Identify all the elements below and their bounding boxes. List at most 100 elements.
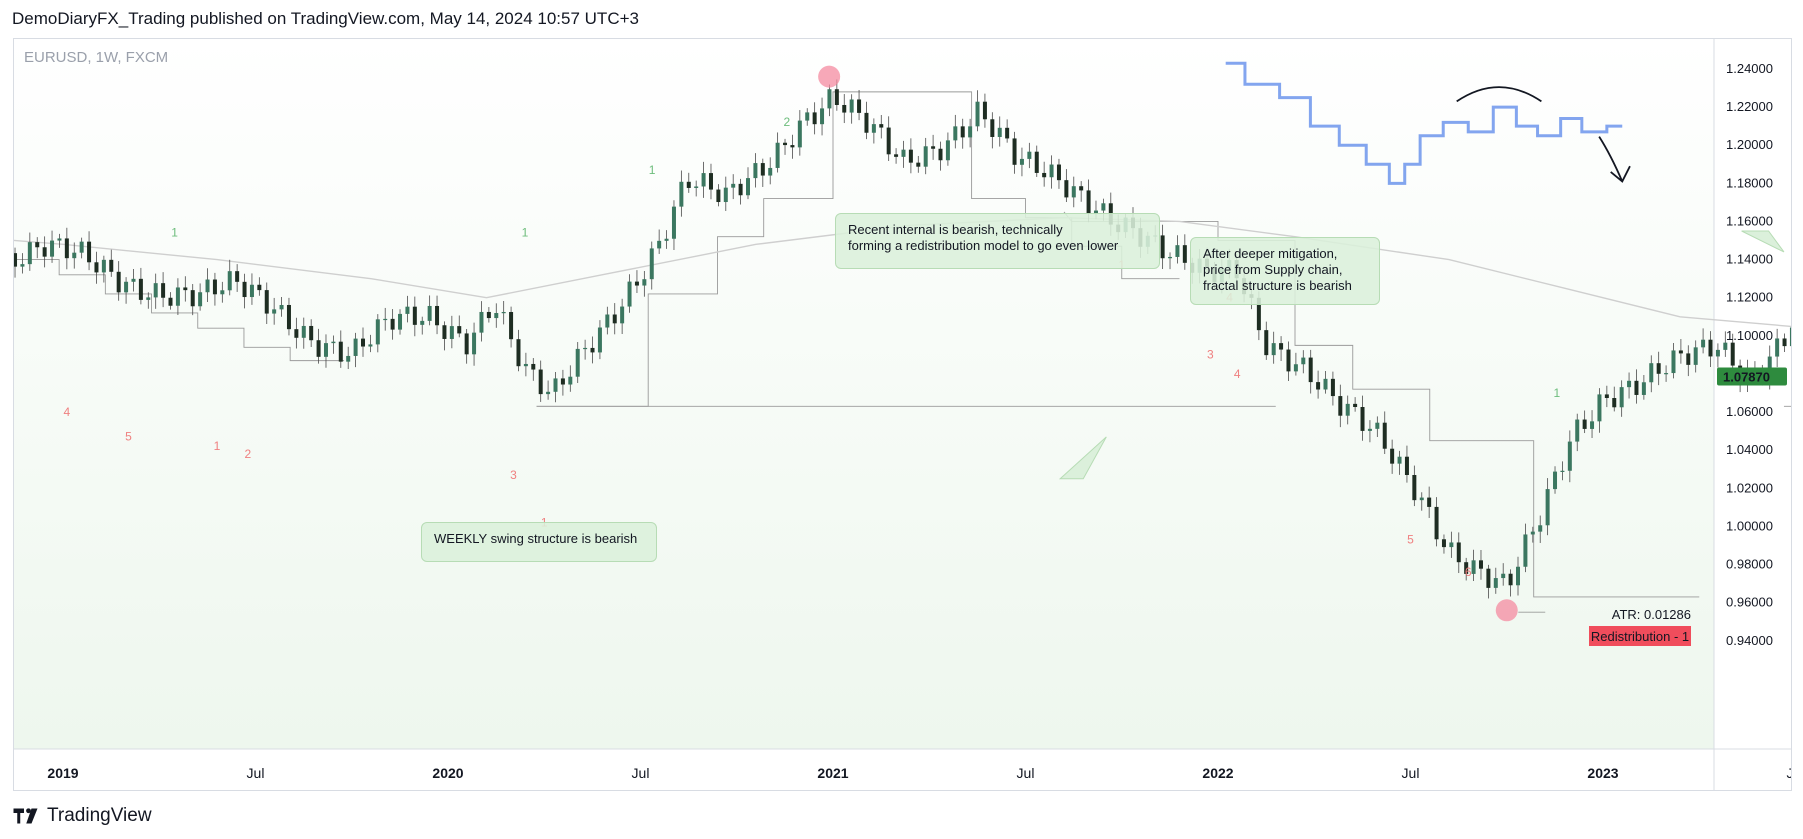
candle-body (1034, 151, 1039, 173)
candle-body (627, 281, 632, 307)
chart-pane[interactable]: $$ x 34512131112143456121 1.240001.22000… (13, 38, 1792, 791)
candle-body (212, 279, 217, 295)
price-tick-label: 1.24000 (1726, 61, 1773, 76)
candle-body (1627, 380, 1632, 388)
publish-header: DemoDiaryFX_Trading published on Trading… (12, 9, 639, 28)
candle-body (731, 183, 736, 188)
candle-body (309, 325, 314, 341)
candle-body (464, 333, 469, 355)
candle-body (1049, 164, 1054, 178)
candle-body (116, 271, 121, 293)
candle-body (834, 89, 839, 105)
candle-body (1553, 471, 1558, 490)
candle-body (1478, 560, 1483, 569)
candle-body (597, 327, 602, 353)
candle-body (812, 112, 817, 125)
candle-body (1582, 419, 1587, 429)
candle-body (427, 305, 432, 321)
candle-body (1471, 560, 1476, 574)
candle-body (1523, 534, 1528, 567)
candle-body (472, 332, 477, 355)
candle-body (87, 241, 92, 263)
candle-body (982, 101, 987, 120)
candle-body (1560, 470, 1565, 472)
candle-body (494, 313, 499, 319)
candle-body (20, 264, 25, 267)
candle-body (1012, 138, 1017, 165)
time-tick-label: 2020 (432, 765, 463, 781)
candle-body (1708, 339, 1713, 357)
callout-recent-internal[interactable]: Recent internal is bearish, technically … (835, 213, 1160, 269)
candle-body (879, 124, 884, 128)
candle-body (1634, 380, 1639, 395)
price-chart[interactable]: $$ x 34512131112143456121 1.240001.22000… (14, 39, 1792, 791)
candle-body (1597, 394, 1602, 422)
candle-body (820, 108, 825, 125)
candle-body (27, 242, 32, 265)
time-tick-label: Jul (632, 765, 650, 781)
candle-body (398, 313, 403, 330)
price-tick-label: 1.18000 (1726, 175, 1773, 190)
candle-body (361, 338, 366, 347)
candle-body (1027, 151, 1032, 159)
candle-body (1493, 578, 1498, 588)
candle-body (1538, 525, 1543, 532)
candle-body (50, 240, 55, 257)
candle-body (57, 238, 62, 241)
candle-body (42, 247, 47, 257)
time-tick-label: Jul (247, 765, 265, 781)
atr-label: ATR: 0.01286 (1612, 607, 1691, 622)
candle-body (220, 290, 225, 295)
candle-body (79, 241, 84, 253)
candle-body (908, 149, 913, 163)
callout-weekly-structure[interactable]: WEEKLY swing structure is bearish (421, 522, 657, 562)
candle-body (805, 112, 810, 121)
time-axis: 2019Jul2020Jul2021Jul2022Jul2023Jul2024J… (47, 765, 1791, 781)
candle-body (198, 292, 203, 307)
candle-body (1664, 373, 1669, 375)
candle-body (1086, 190, 1091, 215)
tradingview-footer[interactable]: TradingView (13, 805, 152, 827)
candle-body (1412, 474, 1417, 501)
candle-body (760, 163, 765, 176)
candle-body (657, 240, 662, 249)
candle-body (864, 112, 869, 133)
candle-body (1486, 568, 1491, 588)
candle-body (338, 341, 343, 362)
candle-body (1056, 164, 1061, 181)
candle-body (190, 290, 195, 307)
candle-body (1782, 338, 1787, 347)
last-price-badge (1717, 367, 1787, 386)
candle-body (997, 127, 1002, 137)
candle-body (1441, 539, 1446, 548)
candle-body (1649, 363, 1654, 383)
candle-body (553, 378, 558, 392)
candle-body (849, 99, 854, 113)
candle-body (286, 304, 291, 330)
candle-body (1293, 364, 1298, 372)
time-tick-label: Jul (1017, 765, 1035, 781)
candle-body (1701, 339, 1706, 348)
candle-body (449, 326, 454, 339)
candle-body (538, 369, 543, 395)
candle-body (138, 278, 143, 300)
footer-brand: TradingView (47, 805, 152, 826)
wave-count-label: 2 (783, 115, 790, 129)
candle-body (1397, 456, 1402, 464)
wave-count-label: 5 (125, 430, 132, 444)
candle-body (101, 259, 106, 273)
candle-body (124, 281, 129, 293)
candle-body (346, 355, 351, 362)
candle-body (242, 281, 247, 298)
callout-mitigation[interactable]: After deeper mitigation, price from Supp… (1190, 237, 1380, 305)
candle-body (1530, 531, 1535, 535)
price-tick-label: 1.22000 (1726, 99, 1773, 114)
candle-body (916, 162, 921, 167)
wave-count-label: 1 (649, 163, 656, 177)
candle-body (301, 325, 306, 338)
candle-body (442, 325, 447, 339)
blue-projection (1225, 61, 1631, 185)
redistribution-badge (1589, 626, 1691, 646)
structure-line (14, 259, 345, 362)
candle-body (1789, 327, 1791, 347)
